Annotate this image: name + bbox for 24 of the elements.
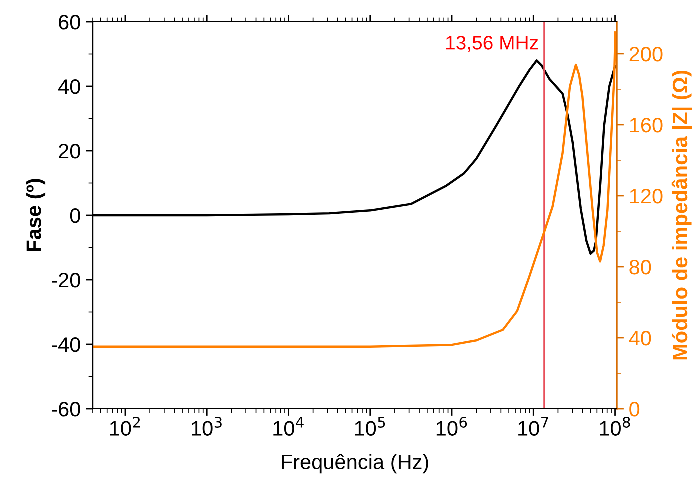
y-tick-label: -40: [52, 338, 80, 352]
y2-tick-label: 0: [630, 402, 640, 417]
x-tick-label: 10$^{4}$: [274, 417, 304, 436]
y-tick-label: 0: [70, 208, 80, 224]
y-tick-label: -60: [52, 402, 80, 417]
y-tick-label: 40: [58, 80, 80, 94]
x-tick-label: 10$^{6}$: [436, 416, 468, 436]
y2-tick-label: 120: [630, 188, 663, 204]
ref-line-label: 13,56 MHz: [446, 36, 538, 52]
y2-tick-label: 160: [630, 118, 663, 133]
x-axis-title: Frequência (Hz): [282, 454, 428, 474]
y-tick-label: 20: [59, 144, 80, 159]
x-tick-label: 10$^{3}$: [192, 416, 222, 436]
x-tick-label: 10$^{7}$: [518, 417, 548, 436]
y2-tick-label: 80: [630, 260, 652, 275]
y2-tick-label: 40: [629, 330, 652, 346]
y-tick-label: -20: [52, 273, 80, 288]
y2-tick-label: 200: [630, 46, 663, 62]
y-axis-title: Fase (º): [26, 179, 46, 252]
y-tick-label: 60: [59, 15, 80, 30]
y2-axis-title: Módulo de impedância |Z| (Ω): [672, 70, 692, 360]
x-tick-label: 10$^{5}$: [355, 417, 386, 436]
x-tick-label: 10$^{8}$: [600, 416, 630, 436]
x-tick-label: 10$^{2}$: [110, 416, 140, 436]
